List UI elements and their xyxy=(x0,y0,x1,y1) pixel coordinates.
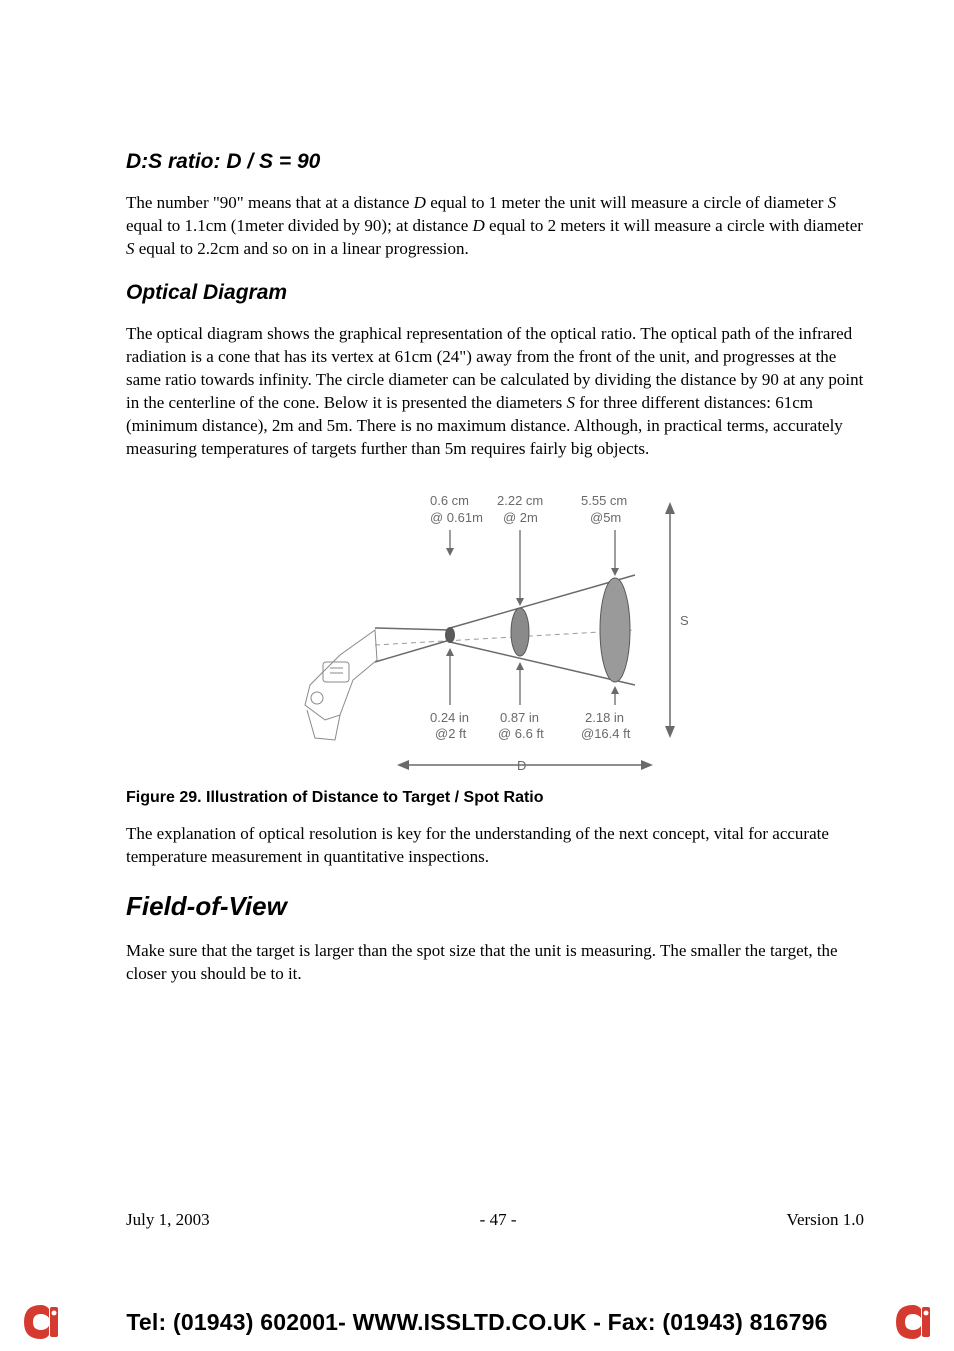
fig-label: 0.87 in xyxy=(500,710,539,725)
paragraph-field-of-view: Make sure that the target is larger than… xyxy=(126,940,864,986)
var-d: D xyxy=(414,193,426,212)
text-span: The number "90" means that at a distance xyxy=(126,193,414,212)
var-s: S xyxy=(828,193,837,212)
var-s: S xyxy=(126,239,135,258)
contact-text: Tel: (01943) 602001- WWW.ISSLTD.CO.UK - … xyxy=(126,1309,827,1336)
figure-caption: Figure 29. Illustration of Distance to T… xyxy=(126,789,864,807)
logo-icon xyxy=(20,1301,62,1343)
fig-label: @ 2m xyxy=(503,510,538,525)
axis-s-label: S xyxy=(680,613,689,628)
bottom-contact-bar: Tel: (01943) 602001- WWW.ISSLTD.CO.UK - … xyxy=(0,1293,954,1351)
footer-page-number: - 47 - xyxy=(480,1210,517,1230)
fig-label: 0.6 cm xyxy=(430,493,469,508)
heading-optical-diagram: Optical Diagram xyxy=(126,281,864,305)
fig-label: 2.18 in xyxy=(585,710,624,725)
fig-label: @16.4 ft xyxy=(581,726,631,741)
paragraph-ds-ratio: The number "90" means that at a distance… xyxy=(126,192,864,261)
text-span: equal to 2 meters it will measure a circ… xyxy=(485,216,863,235)
text-span: equal to 1 meter the unit will measure a… xyxy=(426,193,828,212)
figure-optical-diagram: 0.6 cm @ 0.61m 2.22 cm @ 2m 5.55 cm @5m … xyxy=(126,480,864,785)
heading-field-of-view: Field-of-View xyxy=(126,891,864,922)
paragraph-optical-diagram: The optical diagram shows the graphical … xyxy=(126,323,864,461)
var-s: S xyxy=(566,393,575,412)
fig-label: @ 6.6 ft xyxy=(498,726,544,741)
fig-label: @ 0.61m xyxy=(430,510,483,525)
fig-label: 2.22 cm xyxy=(497,493,543,508)
diagram-svg: 0.6 cm @ 0.61m 2.22 cm @ 2m 5.55 cm @5m … xyxy=(285,480,705,780)
heading-ds-ratio: D:S ratio: D / S = 90 xyxy=(126,150,864,174)
footer-version: Version 1.0 xyxy=(787,1210,864,1230)
page-content: D:S ratio: D / S = 90 The number "90" me… xyxy=(0,0,954,986)
fig-label: @5m xyxy=(590,510,621,525)
fig-label: 0.24 in xyxy=(430,710,469,725)
fig-label: @2 ft xyxy=(435,726,467,741)
paragraph-explanation: The explanation of optical resolution is… xyxy=(126,823,864,869)
page-footer: July 1, 2003 - 47 - Version 1.0 xyxy=(126,1210,864,1230)
fig-label: 5.55 cm xyxy=(581,493,627,508)
var-d: D xyxy=(473,216,485,235)
text-span: equal to 1.1cm (1meter divided by 90); a… xyxy=(126,216,473,235)
footer-date: July 1, 2003 xyxy=(126,1210,210,1230)
axis-d-label: D xyxy=(517,758,526,773)
text-span: equal to 2.2cm and so on in a linear pro… xyxy=(135,239,469,258)
logo-icon xyxy=(892,1301,934,1343)
